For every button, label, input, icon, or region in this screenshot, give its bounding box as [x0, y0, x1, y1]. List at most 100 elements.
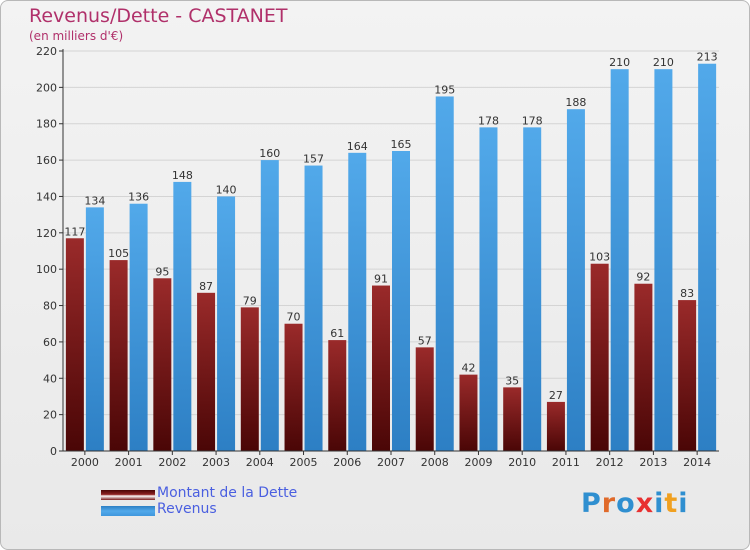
bar-revenus: [304, 165, 323, 451]
bar-dette: [590, 263, 609, 451]
logo-letter: P: [581, 488, 602, 519]
x-tick-label: 2013: [639, 456, 667, 469]
x-tick-label: 2002: [158, 456, 186, 469]
value-label-revenus: 140: [216, 183, 237, 196]
value-label-dette: 27: [549, 389, 563, 402]
x-tick-label: 2007: [377, 456, 405, 469]
y-tick-label: 180: [36, 118, 57, 131]
bar-revenus: [217, 196, 236, 451]
legend-swatch-revenus: [101, 506, 155, 516]
x-tick-label: 2011: [552, 456, 580, 469]
value-label-revenus: 136: [128, 191, 149, 204]
bar-dette: [153, 278, 172, 451]
x-tick-label: 2003: [202, 456, 230, 469]
x-tick-label: 2012: [596, 456, 624, 469]
bar-revenus: [348, 152, 367, 451]
value-label-dette: 92: [636, 271, 650, 284]
bar-revenus: [173, 181, 192, 451]
bar-revenus: [479, 127, 498, 451]
bars: [65, 63, 717, 452]
x-tick-label: 2009: [464, 456, 492, 469]
value-label-dette: 95: [155, 265, 169, 278]
axes: 0 20 40 60 80 100 120 140 160 180 200 220 2000 2001 20…: [36, 45, 719, 469]
logo-letter: x: [635, 488, 655, 519]
x-tick-label: 2014: [683, 456, 711, 469]
x-tick-label: 2000: [71, 456, 99, 469]
bar-dette: [415, 347, 434, 451]
bar-dette: [634, 283, 653, 451]
x-tick-label: 2004: [246, 456, 274, 469]
value-label-revenus: 178: [478, 114, 499, 127]
value-label-revenus: 178: [522, 114, 543, 127]
value-label-dette: 87: [199, 280, 213, 293]
bar-dette: [240, 307, 259, 451]
bar-dette: [328, 340, 347, 451]
bar-dette: [284, 323, 303, 451]
legend-label-revenus: Revenus: [157, 501, 217, 517]
bar-revenus: [392, 151, 410, 451]
grid-lines: [63, 50, 719, 416]
y-tick-label: 80: [43, 300, 57, 313]
logo-letter: i: [678, 488, 689, 519]
value-label-dette: 91: [374, 273, 388, 286]
y-tick-label: 100: [36, 263, 57, 276]
bar-revenus: [129, 203, 148, 451]
x-tick-label: 2008: [421, 456, 449, 469]
value-label-dette: 103: [589, 251, 610, 264]
bar-dette: [372, 285, 390, 451]
value-label-dette: 105: [108, 247, 129, 260]
value-label-revenus: 160: [259, 147, 280, 160]
value-label-revenus: 210: [653, 56, 674, 69]
value-label-revenus: 157: [303, 153, 324, 166]
chart-subtitle: (en milliers d'€): [29, 29, 124, 43]
bar-revenus: [566, 109, 585, 451]
bar-dette: [459, 374, 478, 451]
y-tick-label: 20: [43, 409, 57, 422]
value-label-dette: 83: [680, 287, 694, 300]
y-tick-label: 220: [36, 45, 57, 58]
logo-letter: i: [654, 488, 665, 519]
value-label-dette: 57: [418, 334, 432, 347]
value-label-revenus: 134: [84, 194, 105, 207]
x-tick-label: 2001: [115, 456, 143, 469]
legend-label-debt: Montant de la Dette: [157, 485, 298, 501]
bar-dette: [109, 260, 128, 451]
legend-swatch-debt: [101, 490, 155, 500]
bar-revenus: [654, 69, 673, 451]
bar-dette: [197, 292, 216, 451]
value-label-dette: 61: [330, 327, 344, 340]
value-label-revenus: 148: [172, 169, 193, 182]
value-label-revenus: 164: [347, 140, 368, 153]
y-tick-label: 60: [43, 336, 57, 349]
bar-revenus: [435, 96, 454, 452]
bar-revenus: [523, 127, 542, 451]
value-label-dette: 42: [461, 362, 475, 375]
y-tick-label: 200: [36, 81, 57, 94]
value-label-dette: 35: [505, 374, 519, 387]
y-tick-label: 120: [36, 227, 57, 240]
value-label-revenus: 165: [391, 138, 412, 151]
value-label-revenus: 188: [565, 96, 586, 109]
bar-dette: [678, 300, 697, 451]
x-tick-label: 2010: [508, 456, 536, 469]
value-label-revenus: 210: [609, 56, 630, 69]
x-tick-label: 2005: [290, 456, 318, 469]
y-tick-label: 160: [36, 154, 57, 167]
value-label-dette: 117: [64, 225, 85, 238]
y-tick-label: 40: [43, 372, 57, 385]
bar-revenus: [698, 63, 717, 452]
bar-dette: [503, 387, 522, 451]
value-label-dette: 79: [243, 294, 257, 307]
logo-letter: o: [616, 488, 636, 519]
value-label-revenus: 213: [697, 51, 718, 64]
proxiti-logo: Proxiti: [581, 488, 689, 519]
logo-letter: t: [664, 488, 679, 519]
bar-dette: [65, 238, 84, 451]
chart-title: Revenus/Dette - CASTANET: [29, 5, 288, 27]
value-labels: 117 134 105 136 95 148 87 140 79 160 70 157 61 164 91 1…: [64, 51, 717, 402]
x-tick-label: 2006: [333, 456, 361, 469]
value-label-dette: 70: [287, 311, 301, 324]
logo-letter: r: [601, 488, 617, 519]
